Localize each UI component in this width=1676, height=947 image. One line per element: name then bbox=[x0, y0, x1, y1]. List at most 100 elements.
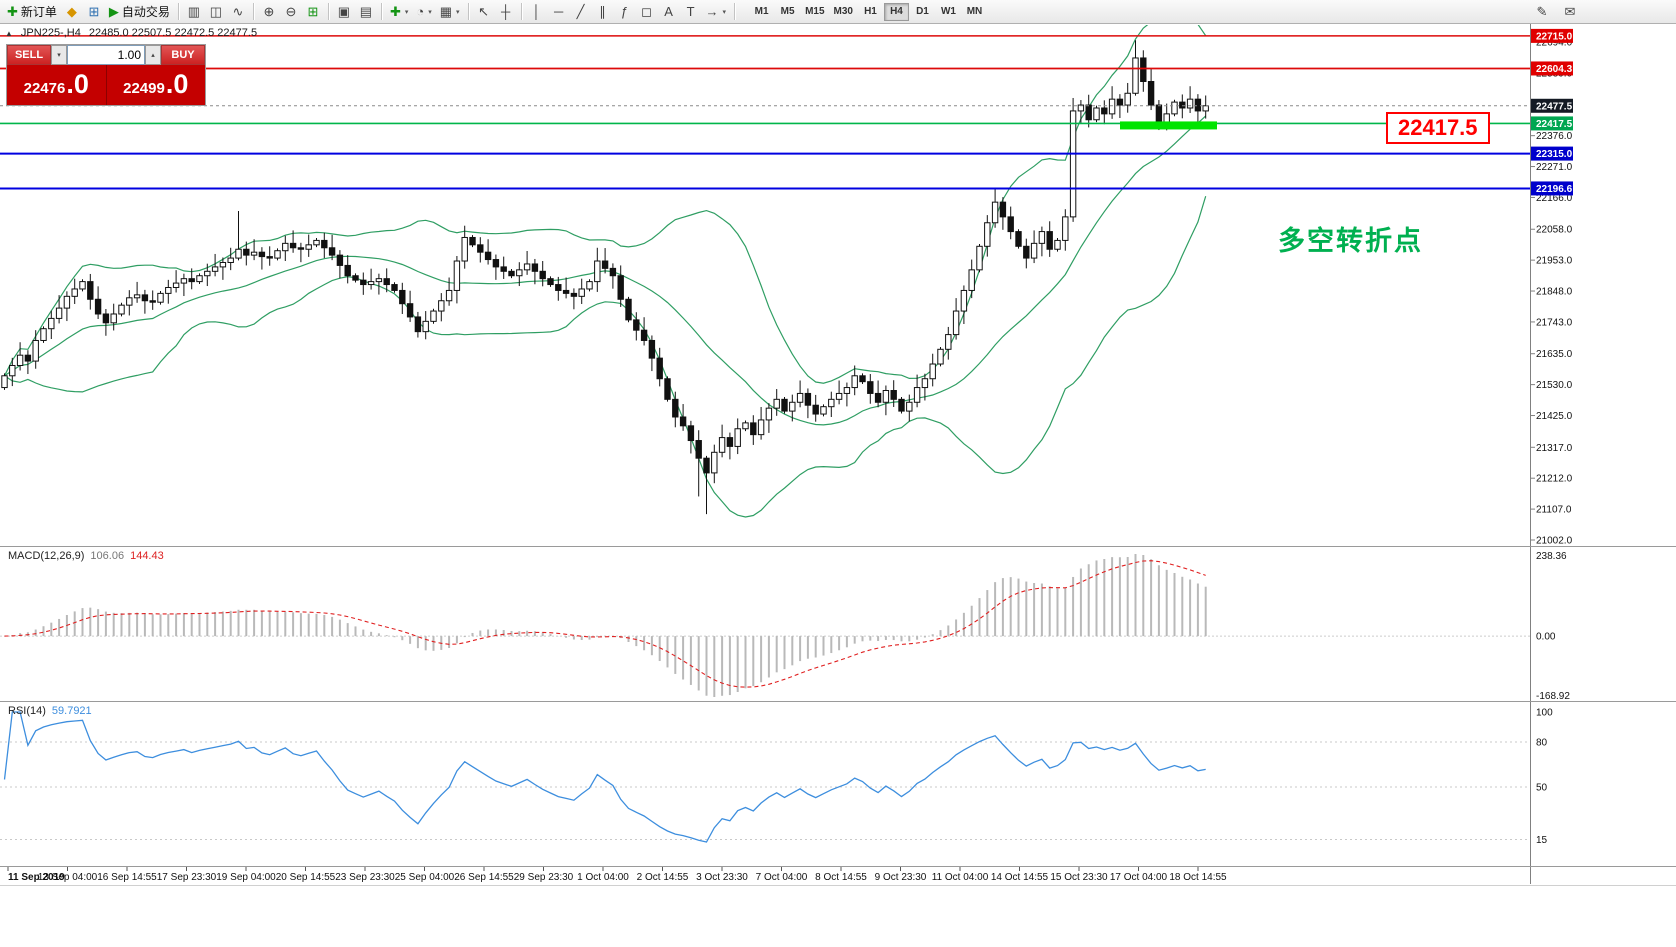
fibonacci-button[interactable]: ƒ bbox=[614, 2, 636, 22]
chevron-down-icon: ▾ bbox=[722, 8, 727, 16]
shapes-icon: ◻ bbox=[641, 4, 652, 19]
svg-text:21953.0: 21953.0 bbox=[1536, 256, 1573, 267]
templates-icon: ▦ bbox=[439, 4, 453, 19]
timeframe-group: M1 M5 M15 M30 H1 H4 D1 W1 MN bbox=[749, 2, 987, 21]
volume-input[interactable] bbox=[67, 45, 145, 65]
periods-button[interactable]: ◔ ▾ bbox=[412, 2, 435, 22]
price-tag-22315.0 bbox=[1531, 146, 1573, 161]
toolbar-separator bbox=[327, 3, 329, 20]
tf-m15-button[interactable]: M15 bbox=[801, 3, 828, 21]
toolbar-separator bbox=[520, 3, 522, 20]
tf-d1-button[interactable]: D1 bbox=[910, 3, 935, 21]
edit-button[interactable]: ✎ bbox=[1531, 2, 1553, 22]
chat-button[interactable]: ✉ bbox=[1559, 2, 1581, 22]
channel-button[interactable]: ∥ bbox=[592, 2, 614, 22]
crosshair-button[interactable]: ┼ bbox=[495, 2, 517, 22]
buy-price-int: 22499 bbox=[123, 80, 165, 97]
bollinger-upper-band bbox=[3, 25, 1207, 384]
svg-text:15 Oct 23:30: 15 Oct 23:30 bbox=[1050, 872, 1108, 883]
trade-panel-prices: 22476 .0 22499 .0 bbox=[7, 65, 205, 105]
cursor-icon: ↖ bbox=[478, 4, 489, 19]
volume-down-button[interactable]: ▾ bbox=[51, 45, 67, 65]
tf-h4-button[interactable]: H4 bbox=[883, 2, 909, 21]
sell-price-tile[interactable]: 22476 .0 bbox=[7, 65, 107, 105]
tf-m1-button[interactable]: M1 bbox=[749, 3, 774, 21]
price-tag-22417.5 bbox=[1531, 116, 1573, 131]
shapes-button[interactable]: ◻ bbox=[636, 2, 658, 22]
svg-text:21743.0: 21743.0 bbox=[1536, 317, 1573, 328]
svg-text:11 Sep 2019: 11 Sep 2019 bbox=[8, 872, 65, 883]
macd-signal-line bbox=[4, 560, 1206, 688]
text-label-button[interactable]: T bbox=[680, 2, 702, 22]
new-order-icon: ✚ bbox=[7, 4, 18, 19]
chevron-down-icon: ▾ bbox=[57, 52, 61, 59]
svg-text:23 Sep 23:30: 23 Sep 23:30 bbox=[335, 872, 395, 883]
vertical-line-icon: │ bbox=[532, 4, 541, 19]
rsi-value: 59.7921 bbox=[51, 705, 92, 717]
tf-w1-button[interactable]: W1 bbox=[936, 3, 961, 21]
candles-chart-button[interactable]: ◫ bbox=[205, 2, 227, 22]
price-panel[interactable] bbox=[0, 15, 1530, 518]
tf-mn-button[interactable]: MN bbox=[962, 3, 987, 21]
svg-text:21425.0: 21425.0 bbox=[1536, 411, 1573, 422]
svg-text:8 Oct 14:55: 8 Oct 14:55 bbox=[815, 872, 867, 883]
indicators-button[interactable]: ✚ ▾ bbox=[386, 2, 412, 22]
tf-m30-button[interactable]: M30 bbox=[830, 3, 857, 21]
cursor-button[interactable]: ↖ bbox=[473, 2, 495, 22]
svg-text:80: 80 bbox=[1536, 738, 1548, 749]
svg-text:-168.92: -168.92 bbox=[1536, 691, 1570, 702]
text-button[interactable]: A bbox=[658, 2, 680, 22]
tf-m5-button[interactable]: M5 bbox=[775, 3, 800, 21]
new-order-button[interactable]: ✚ 新订单 bbox=[3, 2, 61, 22]
chat-icon: ✉ bbox=[1564, 4, 1576, 19]
zoom-in-button[interactable]: ⊕ bbox=[258, 2, 280, 22]
chevron-down-icon: ▾ bbox=[404, 8, 409, 16]
vertical-line-button[interactable]: │ bbox=[526, 2, 548, 22]
chevron-up-icon: ▴ bbox=[151, 52, 155, 59]
trendline-button[interactable]: ╱ bbox=[570, 2, 592, 22]
svg-text:29 Sep 23:30: 29 Sep 23:30 bbox=[514, 872, 574, 883]
auto-trading-button[interactable]: ▶ 自动交易 bbox=[105, 2, 174, 22]
macd-panel[interactable] bbox=[0, 554, 1530, 697]
line-chart-icon: ∿ bbox=[232, 4, 244, 19]
grid-button[interactable]: ⊞ bbox=[302, 2, 324, 22]
rsi-line bbox=[3, 711, 1206, 843]
sell-price-int: 22476 bbox=[23, 80, 66, 97]
price-tag-22477.5 bbox=[1531, 98, 1573, 113]
arrows-button[interactable]: → ▾ bbox=[702, 2, 731, 22]
market-watch-button[interactable]: ⊞ bbox=[83, 2, 105, 22]
profiles-button[interactable]: ◆ bbox=[61, 2, 83, 22]
svg-text:17 Oct 04:00: 17 Oct 04:00 bbox=[1110, 872, 1168, 883]
one-click-toggle-icon[interactable]: ▲ bbox=[5, 28, 13, 38]
horizontal-line-icon: ─ bbox=[553, 4, 564, 19]
pencil-icon: ✎ bbox=[1536, 4, 1548, 19]
bollinger-lower-band bbox=[4, 196, 1207, 518]
sell-button[interactable]: SELL bbox=[7, 45, 51, 65]
templates-button[interactable]: ▦ ▾ bbox=[436, 2, 464, 22]
svg-text:22604.3: 22604.3 bbox=[1536, 64, 1573, 75]
grid-icon: ⊞ bbox=[307, 4, 319, 19]
line-chart-button[interactable]: ∿ bbox=[227, 2, 249, 22]
horizontal-line-button[interactable]: ─ bbox=[548, 2, 570, 22]
tile-windows-button[interactable]: ▣ bbox=[333, 2, 355, 22]
svg-text:21317.0: 21317.0 bbox=[1536, 443, 1573, 454]
svg-text:21848.0: 21848.0 bbox=[1536, 287, 1573, 298]
svg-text:21107.0: 21107.0 bbox=[1536, 505, 1572, 516]
svg-text:22417.5: 22417.5 bbox=[1536, 119, 1573, 130]
bars-chart-button[interactable]: ▥ bbox=[183, 2, 205, 22]
volume-up-button[interactable]: ▴ bbox=[145, 45, 161, 65]
zoom-out-button[interactable]: ⊖ bbox=[280, 2, 302, 22]
turning-point-annotation: 多空转折点 bbox=[1278, 226, 1423, 256]
support-zone-highlight[interactable] bbox=[1120, 121, 1217, 130]
price-tag-22196.6 bbox=[1531, 181, 1573, 196]
auto-trading-play-icon: ▶ bbox=[108, 4, 119, 19]
svg-text:17 Sep 23:30: 17 Sep 23:30 bbox=[157, 872, 217, 883]
buy-price-tile[interactable]: 22499 .0 bbox=[106, 65, 205, 105]
rsi-panel[interactable] bbox=[0, 711, 1530, 843]
price-callout-box: 22417.5 bbox=[1386, 112, 1490, 144]
indicators-icon: ✚ bbox=[389, 4, 401, 19]
tf-h1-button[interactable]: H1 bbox=[858, 3, 883, 21]
buy-button[interactable]: BUY bbox=[161, 45, 205, 65]
cascade-windows-button[interactable]: ▤ bbox=[355, 2, 377, 22]
